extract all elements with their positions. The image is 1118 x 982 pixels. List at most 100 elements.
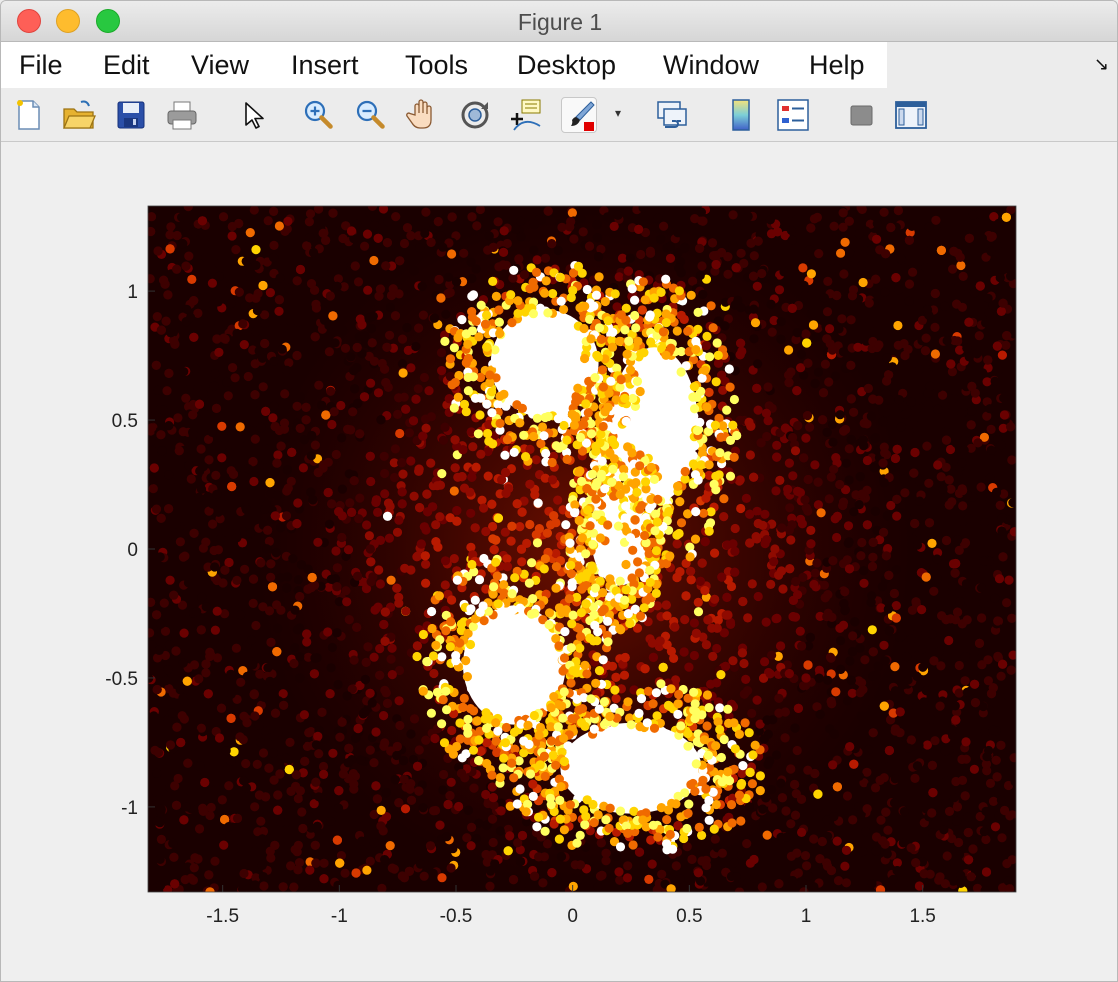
data-point	[397, 334, 408, 344]
data-point	[927, 715, 937, 725]
data-point	[771, 245, 781, 255]
data-point	[389, 864, 399, 874]
menu-view[interactable]: View	[191, 50, 250, 80]
print-icon[interactable]	[164, 97, 200, 133]
data-point	[928, 828, 938, 838]
data-point	[801, 673, 811, 683]
data-point	[192, 607, 202, 617]
data-point	[349, 779, 359, 789]
data-point	[763, 382, 773, 392]
data-point	[734, 887, 745, 892]
rotate-3d-icon[interactable]	[457, 97, 493, 133]
zoom-button[interactable]	[96, 9, 120, 33]
menu-window[interactable]: Window	[663, 50, 760, 80]
data-point	[213, 545, 223, 555]
data-point	[395, 428, 405, 439]
data-cursor-icon[interactable]	[508, 97, 544, 133]
hide-plot-tools-icon[interactable]	[843, 97, 879, 133]
data-point	[374, 565, 384, 575]
data-point	[895, 707, 905, 717]
data-point	[468, 442, 478, 452]
data-point	[345, 498, 355, 508]
menu-insert[interactable]: Insert	[291, 50, 359, 80]
data-point	[955, 597, 965, 607]
data-point	[276, 573, 286, 583]
data-point	[525, 479, 535, 489]
save-icon[interactable]	[113, 97, 149, 133]
data-point	[902, 652, 912, 662]
data-point	[854, 771, 865, 781]
data-point	[332, 582, 342, 592]
data-point	[289, 658, 299, 669]
zoom-in-icon[interactable]	[301, 97, 337, 133]
data-point	[295, 591, 305, 602]
brush-dropdown-icon[interactable]: ▾	[614, 106, 622, 120]
link-plot-icon[interactable]	[655, 97, 691, 133]
data-point	[638, 206, 648, 213]
data-point	[792, 386, 802, 396]
data-point	[363, 285, 373, 295]
data-point	[973, 438, 983, 448]
data-point	[795, 626, 805, 636]
minimize-button[interactable]	[56, 9, 80, 33]
data-point	[525, 519, 535, 530]
show-plot-tools-icon[interactable]	[893, 97, 929, 133]
data-point	[788, 471, 798, 481]
data-point	[761, 793, 771, 803]
data-point	[569, 234, 579, 244]
data-point	[817, 836, 827, 847]
title-bar[interactable]: Figure 1	[1, 1, 1117, 42]
menu-edit[interactable]: Edit	[103, 50, 150, 80]
legend-icon[interactable]	[775, 97, 811, 133]
pan-hand-icon[interactable]	[405, 97, 441, 133]
data-point	[826, 472, 836, 482]
data-point	[404, 428, 414, 438]
dock-figure-icon[interactable]: ↘	[1093, 54, 1109, 74]
data-point	[753, 405, 763, 415]
data-point	[224, 511, 234, 521]
data-point	[932, 554, 942, 564]
scatter-plot[interactable]: -1.5 -1 -0.5 0 0.5 1 1.5-1-0.500.51	[1, 142, 1118, 982]
brush-icon[interactable]	[561, 97, 597, 133]
new-figure-icon[interactable]	[11, 97, 47, 133]
data-point	[576, 213, 586, 223]
close-button[interactable]	[17, 9, 41, 33]
data-point	[320, 337, 330, 347]
figure-canvas[interactable]: -1.5 -1 -0.5 0 0.5 1 1.5 -1 -0.5 0 0.5 1	[1, 142, 1118, 982]
data-point	[676, 268, 686, 278]
data-point	[857, 260, 867, 270]
data-point	[891, 613, 901, 623]
data-point	[177, 212, 187, 222]
data-point	[687, 854, 697, 865]
data-point	[324, 347, 334, 357]
data-point	[172, 230, 182, 241]
data-point	[691, 628, 702, 638]
menu-file[interactable]: File	[19, 50, 63, 80]
data-point	[328, 208, 338, 218]
select-pointer-icon[interactable]	[236, 97, 272, 133]
data-point	[747, 708, 757, 719]
data-point	[350, 261, 360, 271]
data-point	[358, 709, 368, 719]
zoom-out-icon[interactable]	[353, 97, 389, 133]
data-point	[1002, 598, 1012, 608]
data-point	[896, 253, 906, 264]
data-point	[351, 868, 361, 878]
menu-help[interactable]: Help	[809, 50, 865, 80]
data-point	[444, 272, 454, 282]
menu-tools[interactable]: Tools	[405, 50, 469, 80]
data-point	[155, 552, 165, 562]
open-file-icon[interactable]	[61, 97, 97, 133]
data-point	[156, 804, 166, 815]
data-point	[882, 849, 892, 859]
data-point	[341, 586, 351, 596]
colorbar-icon[interactable]	[723, 97, 759, 133]
data-point	[682, 842, 692, 852]
data-point	[915, 476, 925, 486]
data-point	[735, 350, 745, 360]
data-point	[832, 532, 842, 543]
menu-desktop[interactable]: Desktop	[517, 50, 617, 80]
data-point	[659, 221, 669, 231]
data-point	[231, 245, 241, 255]
data-point	[413, 384, 423, 394]
